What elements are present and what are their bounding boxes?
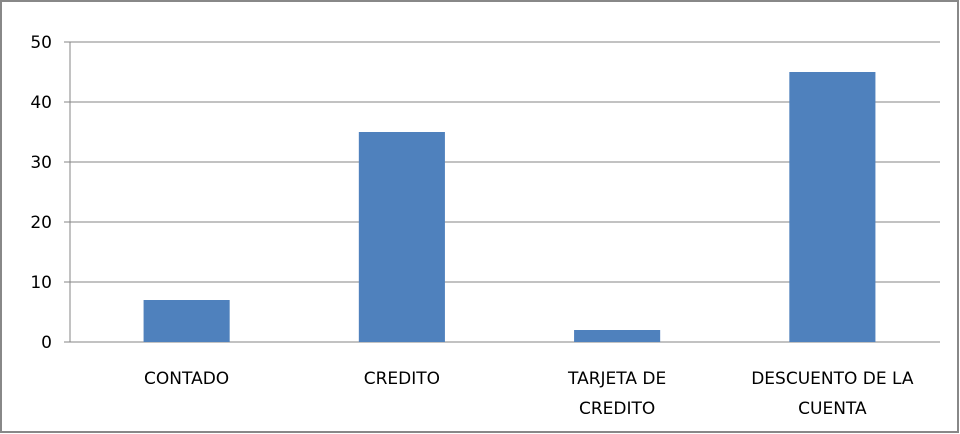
bar (574, 330, 661, 342)
x-tick-label-line: DESCUENTO DE LA (751, 369, 914, 389)
y-tick-label: 40 (30, 93, 52, 113)
x-tick-label: TARJETA DE CREDITO (567, 369, 666, 419)
y-tick-label: 10 (30, 273, 52, 293)
x-tick-label-line: CREDITO (364, 369, 440, 389)
y-tick-label: 20 (30, 213, 52, 233)
x-tick-label-line: TARJETA DE (567, 369, 666, 389)
x-tick-label-line: CREDITO (579, 399, 655, 419)
y-tick-label: 0 (41, 333, 52, 353)
y-tick-label: 50 (30, 33, 52, 53)
x-tick-label-line: CUENTA (798, 399, 867, 419)
x-tick-label: CONTADO (144, 369, 229, 389)
x-tick-label-line: CONTADO (144, 369, 229, 389)
bar (143, 300, 230, 342)
bar (789, 72, 876, 342)
bar (358, 132, 445, 342)
y-tick-label: 30 (30, 153, 52, 173)
x-tick-label: DESCUENTO DE LA CUENTA (751, 369, 914, 419)
x-tick-label: CREDITO (364, 369, 440, 389)
